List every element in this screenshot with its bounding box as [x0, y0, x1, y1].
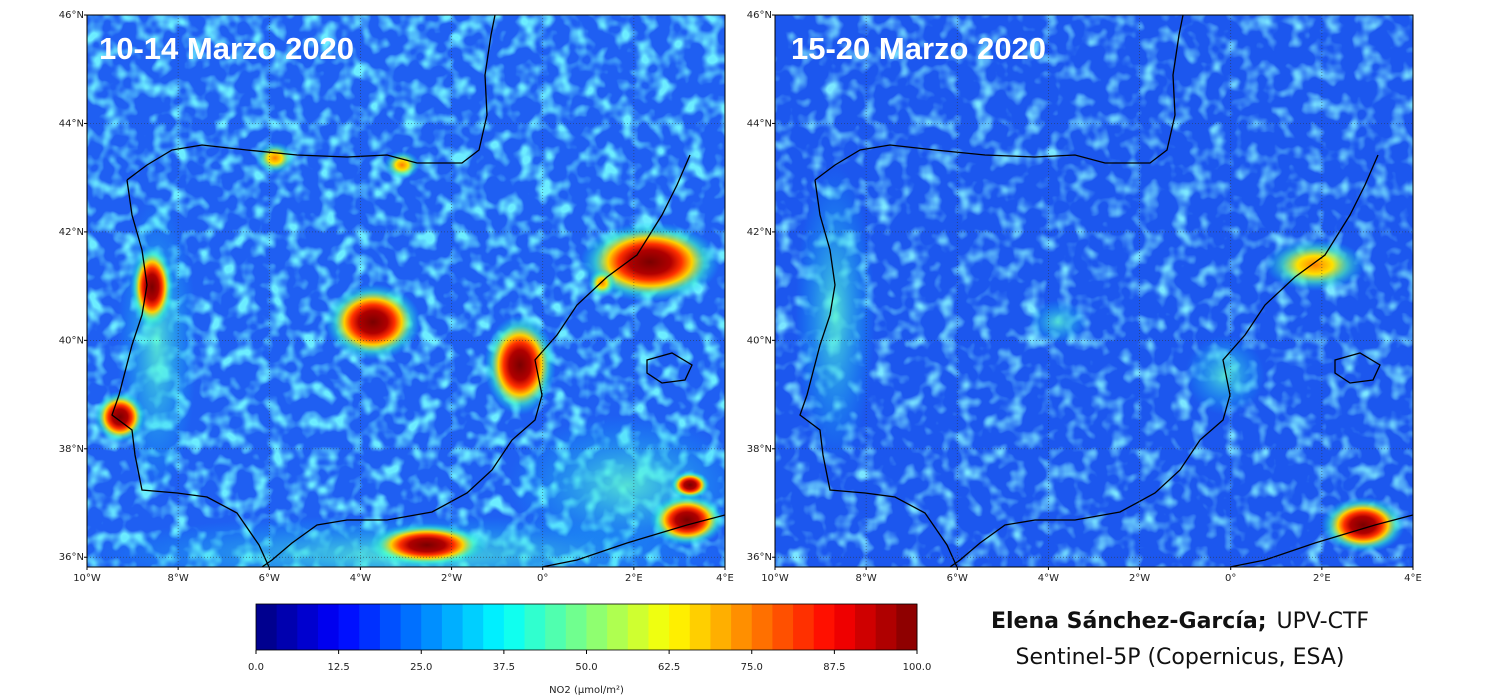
- x-tick-label: 8°W: [168, 573, 189, 584]
- x-tick-label: 2°W: [441, 573, 462, 584]
- colorbar-segment: [689, 604, 711, 650]
- colorbar-segment: [545, 604, 567, 650]
- y-tick-label: 36°N: [747, 552, 772, 563]
- colorbar-tick-label: 12.5: [327, 662, 349, 673]
- x-tick-label: 4°W: [1038, 573, 1059, 584]
- hotspot: [670, 471, 710, 499]
- map-panel: 10-14 Marzo 2020 10°W 8°W 6°W 4°W 2°W 0° 2°E 4°…: [59, 10, 734, 584]
- colorbar-segment: [751, 604, 773, 650]
- hotspot: [484, 315, 556, 415]
- x-tick-label: 6°W: [259, 573, 280, 584]
- y-tick-label: 40°N: [747, 335, 772, 346]
- colorbar-segment: [896, 604, 918, 650]
- y-tick-label: 40°N: [59, 335, 84, 346]
- colorbar-tick-label: 37.5: [493, 662, 515, 673]
- map-texture: [775, 15, 1413, 567]
- colorbar-segment: [648, 604, 670, 650]
- colorbar-segment: [731, 604, 753, 650]
- colorbar-segment: [524, 604, 546, 650]
- colorbar-segment: [772, 604, 794, 650]
- colorbar-segment: [400, 604, 422, 650]
- y-tick-label: 46°N: [59, 10, 84, 21]
- map-panel: 15-20 Marzo 2020 10°W 8°W 6°W 4°W 2°W 0° 2°E 4°…: [747, 10, 1422, 584]
- colorbar-segment: [607, 604, 629, 650]
- x-tick-label: 2°E: [1313, 573, 1331, 584]
- colorbar-tick-label: 100.0: [903, 662, 932, 673]
- x-tick-label: 0°: [537, 573, 548, 584]
- colorbar-segment: [462, 604, 484, 650]
- colorbar-segment: [813, 604, 835, 650]
- x-tick-label: 2°E: [625, 573, 643, 584]
- colorbar-segment: [586, 604, 608, 650]
- panel-title: 10-14 Marzo 2020: [99, 31, 354, 66]
- source: Sentinel-5P (Copernicus, ESA): [1016, 645, 1345, 670]
- colorbar-segment: [627, 604, 649, 650]
- colorbar-segment: [710, 604, 732, 650]
- colorbar-tick-label: 25.0: [410, 662, 432, 673]
- colorbar: 0.0 12.5 25.0 37.5 50.0 62.5 75.0 87.5 100.0 NO2 …: [248, 603, 932, 696]
- colorbar-segment: [834, 604, 856, 650]
- colorbar-segment: [379, 604, 402, 650]
- colorbar-segment: [359, 604, 381, 650]
- colorbar-segment: [793, 604, 815, 650]
- colorbar-tick-label: 87.5: [823, 662, 845, 673]
- colorbar-segment: [297, 604, 319, 650]
- colorbar-segment: [483, 604, 505, 650]
- colorbar-tick-label: 0.0: [248, 662, 264, 673]
- y-tick-label: 44°N: [59, 118, 84, 129]
- author: Elena Sánchez-García;: [991, 609, 1267, 634]
- colorbar-segment: [855, 604, 877, 650]
- credit-line: Elena Sánchez-García; UPV-CTF: [991, 609, 1369, 634]
- y-tick-label: 42°N: [747, 227, 772, 238]
- colorbar-segment: [276, 604, 298, 650]
- x-tick-label: 0°: [1225, 573, 1236, 584]
- colorbar-segment: [338, 604, 360, 650]
- colorbar-segment: [875, 604, 897, 650]
- hotspot: [649, 494, 725, 546]
- colorbar-segment: [503, 604, 526, 650]
- colorbar-segment: [669, 604, 691, 650]
- hotspot: [325, 284, 421, 360]
- colorbar-segment: [565, 604, 587, 650]
- x-tick-label: 2°W: [1129, 573, 1150, 584]
- colorbar-tick-label: 75.0: [741, 662, 763, 673]
- colorbar-segment: [421, 604, 443, 650]
- x-tick-label: 8°W: [856, 573, 877, 584]
- panel-title: 15-20 Marzo 2020: [791, 31, 1046, 66]
- x-tick-label: 4°E: [1404, 573, 1422, 584]
- colorbar-tick-label: 50.0: [575, 662, 597, 673]
- hotspot: [130, 245, 174, 329]
- y-tick-label: 44°N: [747, 118, 772, 129]
- y-tick-label: 42°N: [59, 227, 84, 238]
- hotspot: [367, 523, 487, 567]
- x-tick-label: 10°W: [761, 573, 789, 584]
- hotspot: [94, 391, 146, 443]
- colorbar-tick-label: 62.5: [658, 662, 680, 673]
- colorbar-segment: [317, 604, 340, 650]
- y-tick-label: 46°N: [747, 10, 772, 21]
- colorbar-segment: [256, 604, 278, 650]
- x-tick-label: 6°W: [947, 573, 968, 584]
- x-tick-label: 4°E: [716, 573, 734, 584]
- x-tick-label: 10°W: [73, 573, 101, 584]
- affiliation: UPV-CTF: [1277, 609, 1370, 634]
- colorbar-segment: [441, 604, 464, 650]
- colorbar-label: NO2 (μmol/m²): [549, 685, 624, 696]
- hotspot: [1265, 239, 1365, 291]
- y-tick-label: 38°N: [59, 444, 84, 455]
- y-tick-label: 38°N: [747, 444, 772, 455]
- hotspot: [1321, 497, 1405, 553]
- y-tick-label: 36°N: [59, 552, 84, 563]
- x-tick-label: 4°W: [350, 573, 371, 584]
